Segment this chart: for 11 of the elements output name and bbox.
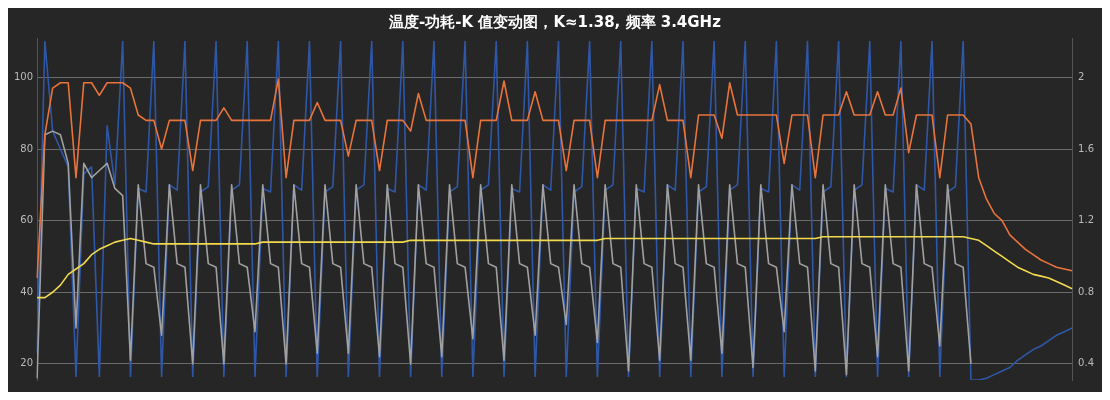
y2-tick-label: 0.4 [1078, 357, 1094, 369]
y2-tick-label: 1.2 [1078, 214, 1094, 226]
y-tick-label: 60 [20, 214, 34, 226]
y2-tick-label: 1.6 [1078, 142, 1094, 154]
y-tick-label: 40 [20, 285, 34, 297]
y-tick-label: 80 [20, 142, 34, 154]
y-tick-label: 20 [20, 357, 34, 369]
y2-tick-label: 0.8 [1078, 285, 1094, 297]
chart-title: 温度-功耗-K 值变动图，K≈1.38, 频率 3.4GHz [388, 12, 722, 31]
y-tick-label: 100 [13, 70, 34, 82]
y2-tick-label: 2 [1078, 70, 1085, 82]
